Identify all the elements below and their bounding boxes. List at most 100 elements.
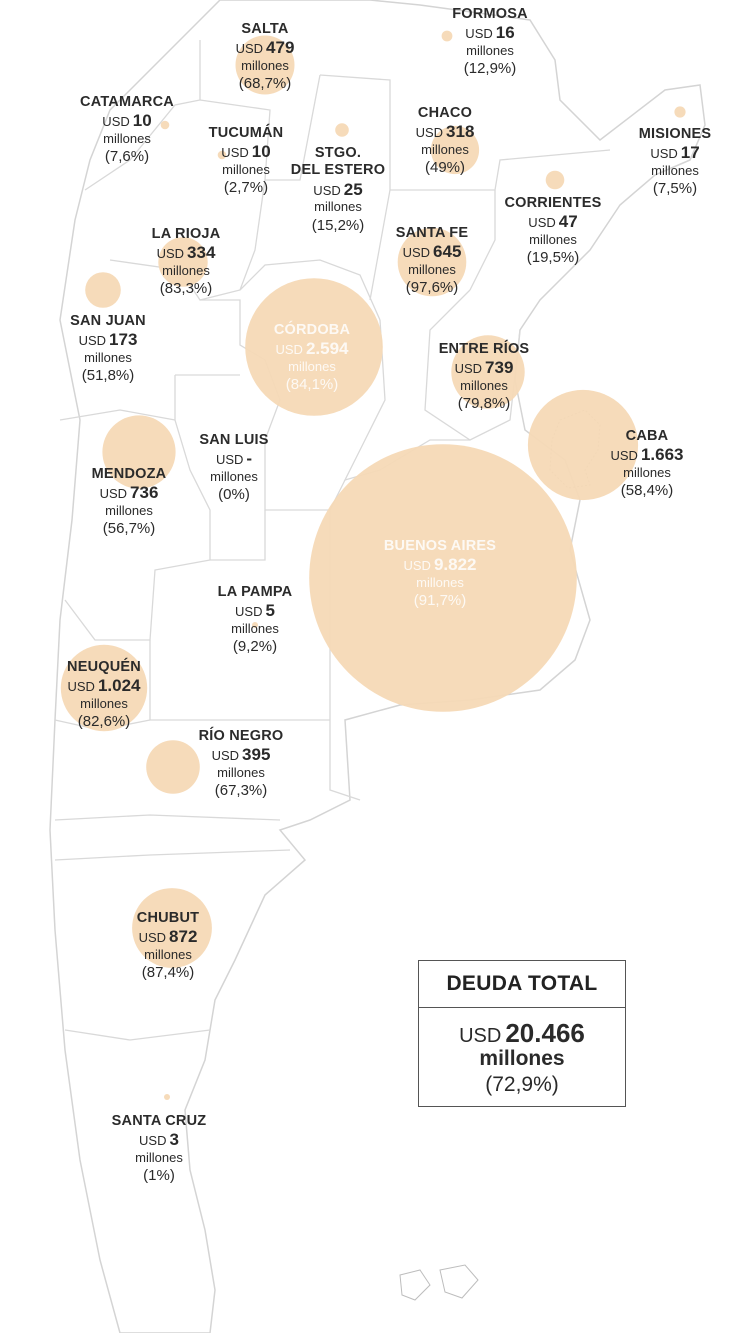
unit-label: millones: [231, 620, 279, 636]
prov-la-pampa: LA PAMPA USD 5 millones (9,2%): [218, 584, 293, 656]
unit-label: millones: [241, 57, 289, 73]
debt-pct: (84,1%): [285, 376, 339, 394]
usd-label: USD: [221, 145, 249, 161]
usd-label: USD: [403, 558, 431, 574]
debt-pct: (49%): [424, 159, 466, 177]
prov-name: SAN LUIS: [199, 432, 269, 448]
debt-pct: (67,3%): [214, 782, 268, 800]
debt-pct: (58,4%): [620, 482, 674, 500]
prov-name: MENDOZA: [91, 466, 167, 482]
prov-san-juan: SAN JUAN USD 173 millones (51,8%): [70, 313, 146, 385]
prov-tucuman: TUCUMÁN USD 10 millones (2,7%): [209, 125, 284, 197]
usd-label: USD: [156, 246, 185, 262]
debt-amount: 3: [169, 1130, 179, 1150]
debt-amount: 1.663: [640, 445, 684, 465]
unit-label: millones: [222, 161, 270, 177]
usd-label: USD: [275, 342, 303, 358]
usd-label: USD: [67, 679, 95, 695]
prov-entre-rios: ENTRE RÍOS USD 739 millones (79,8%): [439, 341, 530, 413]
prov-name: SALTA: [241, 21, 289, 37]
debt-amount: -: [246, 449, 253, 469]
unit-label: millones: [408, 261, 456, 277]
prov-formosa: FORMOSA USD 16 millones (12,9%): [452, 6, 528, 78]
bubble-misiones: [674, 106, 686, 118]
total-title: DEUDA TOTAL: [419, 961, 625, 1008]
prov-name: SANTA CRUZ: [111, 1113, 207, 1129]
debt-amount: 25: [343, 179, 363, 199]
debt-pct: (82,6%): [77, 713, 131, 731]
prov-name: CATAMARCA: [80, 94, 174, 110]
total-unit: millones: [479, 1047, 565, 1070]
bubble-catamarca: [160, 120, 170, 130]
debt-pct: (91,7%): [413, 592, 467, 610]
prov-name: CHUBUT: [136, 910, 200, 926]
unit-label: millones: [217, 764, 265, 780]
prov-buenos-aires: BUENOS AIRES USD 9.822 millones (91,7%): [384, 538, 496, 610]
debt-pct: (79,8%): [457, 395, 511, 413]
prov-name: MISIONES: [638, 126, 712, 142]
debt-pct: (9,2%): [232, 638, 278, 656]
malvinas-islands: [399, 1264, 479, 1301]
prov-name: SAN JUAN: [70, 313, 146, 329]
usd-label: USD: [211, 748, 240, 764]
prov-name: LA PAMPA: [217, 584, 293, 600]
prov-corrientes: CORRIENTES USD 47 millones (19,5%): [504, 195, 601, 267]
unit-label: millones: [84, 349, 132, 365]
usd-label: USD: [138, 930, 167, 946]
bubble-buenos-aires: [309, 444, 577, 712]
unit-label: millones: [466, 42, 514, 58]
bubble-chubut: [132, 888, 212, 968]
unit-label: millones: [314, 199, 362, 215]
debt-amount: 318: [446, 122, 475, 142]
bubble-rio-negro: [146, 740, 200, 794]
prov-neuquen: NEUQUÉN USD 1.024 millones (82,6%): [67, 659, 141, 731]
debt-amount: 479: [266, 38, 295, 58]
usd-label: USD: [650, 146, 678, 162]
bubble-entre-rios: [451, 335, 525, 409]
prov-chaco: CHACO USD 318 millones (49%): [416, 105, 475, 177]
unit-label: millones: [135, 1149, 183, 1165]
prov-santa-fe: SANTA FE USD 645 millones (97,6%): [396, 225, 469, 297]
debt-amount: 17: [680, 143, 700, 163]
bubble-tucuman: [217, 150, 227, 160]
usd-label: USD: [235, 604, 263, 620]
debt-pct: (12,9%): [463, 60, 517, 78]
usd-label: USD: [454, 361, 483, 377]
prov-mendoza: MENDOZA USD 736 millones (56,7%): [92, 466, 167, 538]
usd-label: USD: [102, 114, 130, 130]
prov-name: SANTA FE: [395, 225, 469, 241]
unit-label: millones: [416, 574, 464, 590]
unit-label: millones: [623, 464, 671, 480]
debt-amount: 10: [251, 142, 271, 162]
debt-amount: 173: [109, 330, 138, 350]
usd-label: USD: [402, 245, 431, 261]
debt-amount: 10: [132, 111, 152, 131]
debt-amount: 9.822: [433, 555, 477, 575]
unit-label: millones: [80, 695, 128, 711]
usd-label: USD: [99, 486, 128, 502]
debt-pct: (97,6%): [405, 279, 459, 297]
debt-amount: 395: [242, 745, 271, 765]
prov-salta: SALTA USD 479 millones (68,7%): [236, 21, 295, 93]
unit-label: millones: [529, 231, 577, 247]
unit-label: millones: [103, 130, 151, 146]
prov-name: ENTRE RÍOS: [438, 341, 530, 357]
bubble-la-rioja: [158, 237, 208, 287]
prov-chubut: CHUBUT USD 872 millones (87,4%): [137, 910, 199, 982]
total-amount: 20.466: [505, 1018, 585, 1048]
debt-amount: 16: [495, 23, 515, 43]
debt-amount: 736: [130, 483, 159, 503]
debt-bubbles: [60, 30, 686, 1100]
unit-label: millones: [288, 358, 336, 374]
debt-amount: 739: [485, 358, 514, 378]
debt-amount: 872: [169, 927, 198, 947]
prov-name: NEUQUÉN: [67, 659, 141, 675]
prov-name-line2: DEL ESTERO: [290, 162, 386, 179]
unit-label: millones: [651, 162, 699, 178]
prov-name: BUENOS AIRES: [383, 538, 497, 554]
debt-pct: (7,5%): [652, 180, 698, 198]
debt-pct: (1%): [143, 1167, 175, 1185]
bubble-san-juan: [85, 272, 121, 308]
debt-pct: (15,2%): [311, 216, 365, 234]
prov-name: TUCUMÁN: [208, 125, 284, 141]
